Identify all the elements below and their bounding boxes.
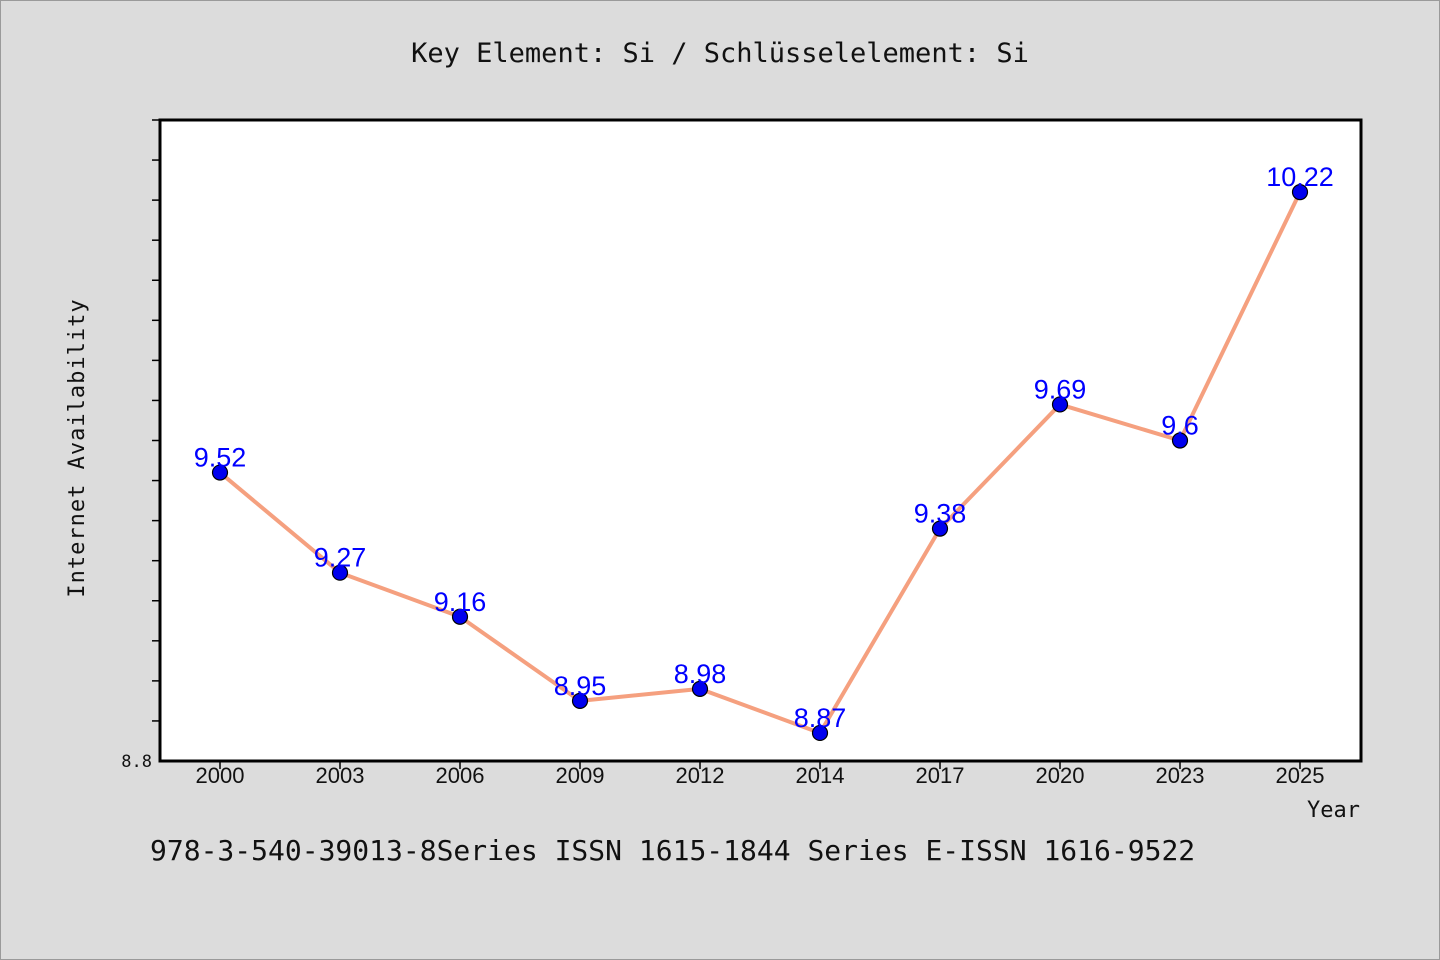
data-point [1291, 184, 1309, 201]
data-point [811, 724, 829, 742]
chart-title: Key Element: Si / Schlüsselelement: Si [411, 38, 1029, 69]
x-tick-label: 2023 [1156, 763, 1205, 788]
data-label: 8.98 [674, 659, 727, 689]
x-axis-ticks: 2000 2003 2006 2009 2012 2014 2017 2020 2023 2025 [196, 761, 1325, 788]
x-tick-label: 2025 [1276, 763, 1325, 788]
y-axis-ticks: 8.8 [121, 119, 160, 772]
series-line [218, 191, 1302, 735]
data-label: 9.38 [914, 499, 967, 529]
data-label: 10.22 [1266, 162, 1334, 192]
x-axis-label: Year [1307, 798, 1360, 823]
data-point [691, 680, 709, 697]
x-tick-label: 2003 [316, 763, 365, 788]
data-point [451, 608, 469, 625]
x-tick-label: 2012 [676, 763, 725, 788]
x-tick-label: 2020 [1036, 763, 1085, 788]
y-axis-label: Internet Availability [65, 298, 90, 597]
data-point [931, 520, 949, 537]
data-label: 8.95 [554, 671, 607, 701]
data-label: 9.16 [434, 587, 487, 617]
x-tick-label: 2014 [796, 763, 845, 788]
x-tick-label: 2000 [196, 763, 245, 788]
x-tick-label: 2006 [436, 763, 485, 788]
data-label: 9.69 [1034, 374, 1087, 404]
footer-text: 978-3-540-39013-8Series ISSN 1615-1844 S… [150, 834, 1196, 867]
x-tick-label: 2009 [556, 763, 605, 788]
data-point [1051, 396, 1069, 413]
data-label: 9.27 [314, 543, 367, 573]
data-point [571, 692, 589, 710]
x-tick-label: 2017 [916, 763, 965, 788]
data-point [211, 464, 229, 481]
plot-area [158, 118, 1363, 763]
series-layer: 9.52 9.27 9.16 8.95 8.98 8.87 9.38 9.69 9.6 10.22 [194, 162, 1334, 742]
y-tick-label: 8.8 [121, 752, 152, 772]
data-label: 9.6 [1161, 411, 1199, 441]
data-point [331, 564, 349, 581]
data-point [1171, 432, 1189, 449]
data-label: 8.87 [794, 703, 847, 733]
data-label: 9.52 [194, 443, 247, 473]
